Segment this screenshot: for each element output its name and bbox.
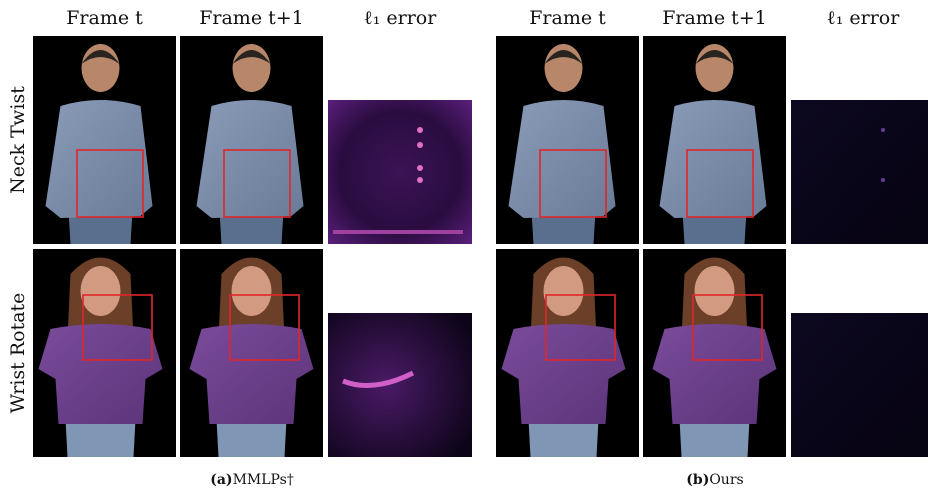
error-map (328, 100, 472, 244)
caption-label: (a) (210, 472, 232, 488)
jeans (529, 419, 599, 457)
shirt (46, 100, 153, 218)
error-hotspot (417, 127, 423, 133)
shirt (509, 100, 616, 218)
error-hotspot (417, 142, 423, 148)
error-map (791, 100, 928, 244)
photo (180, 249, 323, 457)
caption: (b)Ours (686, 472, 743, 488)
column-header: ℓ₁ error (827, 7, 901, 29)
error-hotspot (881, 128, 885, 132)
row-label: Neck Twist (7, 86, 29, 194)
jeans (217, 419, 287, 457)
figure: Frame t Frame t+1 ℓ₁ error Frame t Frame t+1… (0, 0, 928, 495)
shirt (197, 100, 304, 218)
column-header: ℓ₁ error (364, 7, 438, 29)
error-hotspot (417, 165, 423, 171)
caption-method: MMLPs† (233, 472, 294, 488)
face (695, 266, 735, 316)
error-hotspot (417, 177, 423, 183)
face (544, 266, 584, 316)
face (81, 266, 121, 316)
jeans (680, 419, 750, 457)
photo (496, 249, 639, 457)
photo (180, 36, 323, 244)
error-band (333, 230, 463, 234)
face (232, 266, 272, 316)
column-header: Frame t+1 (662, 7, 767, 29)
jeans (66, 419, 136, 457)
photo (643, 36, 786, 244)
caption-method: Ours (709, 472, 743, 488)
photo (643, 249, 786, 457)
shirt (660, 100, 767, 218)
photo (33, 36, 176, 244)
row-label: Wrist Rotate (7, 293, 29, 414)
caption-label: (b) (686, 472, 709, 488)
caption: (a)MMLPs† (210, 472, 294, 488)
error-hotspot (881, 178, 885, 182)
photo (33, 249, 176, 457)
column-header: Frame t+1 (199, 7, 304, 29)
column-header: Frame t (66, 7, 143, 29)
photo (496, 36, 639, 244)
column-header: Frame t (529, 7, 606, 29)
error-map (791, 313, 928, 457)
